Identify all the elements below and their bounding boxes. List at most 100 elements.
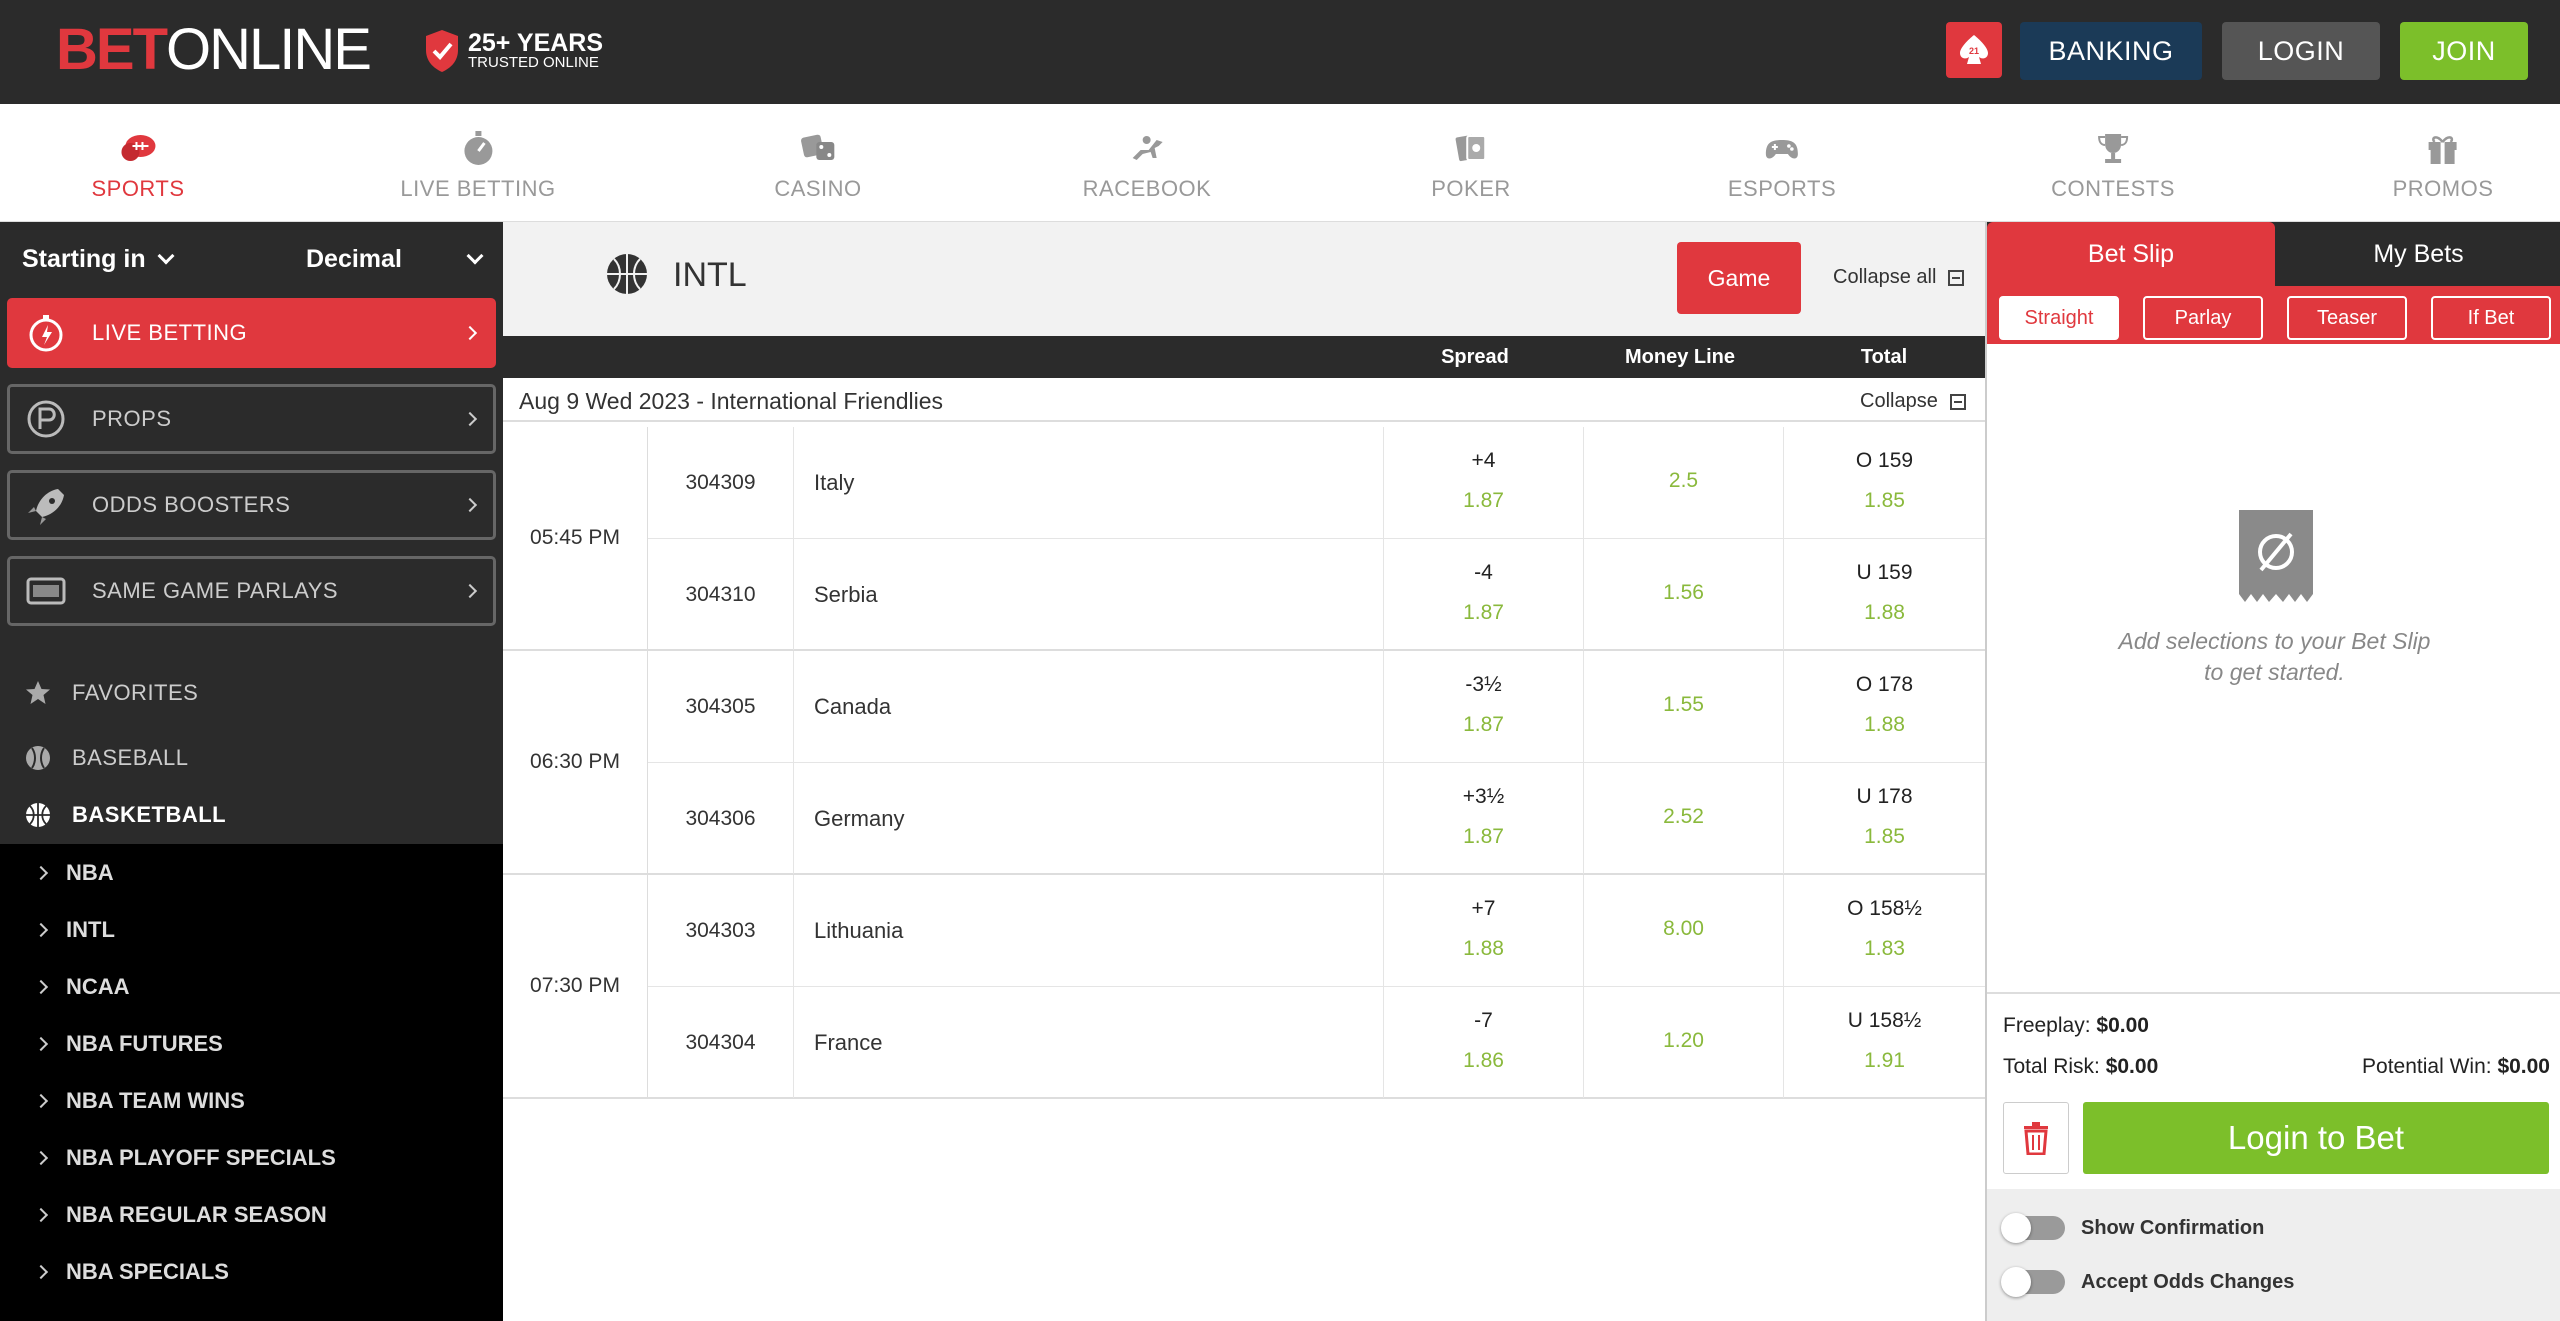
moneyline-odds-button[interactable]: 1.56: [1583, 539, 1783, 650]
bet-slip-options: Show Confirmation Accept Odds Changes: [1987, 1189, 2560, 1321]
team-row: 304306 Germany +3½ 1.87 2.52 U 178 1.85: [648, 762, 1985, 874]
stopwatch-icon: [464, 131, 492, 165]
moneyline-odds-button[interactable]: 8.00: [1583, 875, 1783, 986]
freeplay-label: Freeplay:: [2003, 1014, 2091, 1037]
nav-contests[interactable]: CONTESTS: [2051, 104, 2175, 222]
tab-my-bets[interactable]: My Bets: [2373, 239, 2464, 268]
team-name: France: [814, 1030, 883, 1055]
moneyline-odds-button[interactable]: 2.52: [1583, 763, 1783, 874]
nav-poker[interactable]: POKER: [1431, 104, 1511, 222]
spread-odds-button[interactable]: -4 1.87: [1383, 539, 1583, 650]
bet-type-teaser[interactable]: Teaser: [2287, 296, 2407, 340]
submenu-item-nba-futures[interactable]: NBA FUTURES: [0, 1015, 503, 1072]
total-price: 1.85: [1864, 825, 1905, 848]
nav-label: CONTESTS: [2051, 176, 2175, 201]
team-row: 304309 Italy +4 1.87 2.5 O 159 1.85: [648, 427, 1985, 538]
game-filter-button[interactable]: Game: [1677, 242, 1801, 314]
header-total: Total: [1860, 346, 1908, 368]
accept-odds-toggle[interactable]: [2001, 1267, 2065, 1297]
submenu-item-ncaa[interactable]: NCAA: [0, 958, 503, 1015]
submenu-item-nba-playoff-specials[interactable]: NBA PLAYOFF SPECIALS: [0, 1129, 503, 1186]
spread-odds-button[interactable]: +7 1.88: [1383, 875, 1583, 986]
bet-slip-tabs: Bet Slip My Bets: [1987, 222, 2560, 286]
nav-label: SPORTS: [91, 176, 185, 201]
nav-esports[interactable]: ESPORTS: [1728, 104, 1836, 222]
moneyline-odds-button[interactable]: 1.55: [1583, 651, 1783, 762]
total-risk-info: Total Risk: $0.00: [2003, 1055, 2158, 1079]
header-spread: Spread: [1441, 346, 1509, 368]
nav-live-betting[interactable]: LIVE BETTING: [400, 104, 555, 222]
sidebar-basketball[interactable]: BASKETBALL: [0, 787, 503, 843]
betonline-logo[interactable]: BETONLINE: [56, 20, 372, 80]
sidebar-baseball[interactable]: BASEBALL: [0, 730, 503, 786]
bet-type-selector: Straight Parlay Teaser If Bet: [1987, 286, 2560, 344]
sidebar-props[interactable]: PROPS: [7, 384, 496, 454]
total-odds-button[interactable]: O 158½ 1.83: [1783, 875, 1985, 986]
spread-odds-button[interactable]: +3½ 1.87: [1383, 763, 1583, 874]
moneyline-odds-button[interactable]: 1.20: [1583, 987, 1783, 1098]
submenu-item-nba-team-wins[interactable]: NBA TEAM WINS: [0, 1072, 503, 1129]
freeplay-value: $0.00: [2096, 1014, 2149, 1037]
spread-line: +7: [1471, 897, 1496, 920]
spread-odds-button[interactable]: -7 1.86: [1383, 987, 1583, 1098]
total-odds-button[interactable]: U 159 1.88: [1783, 539, 1985, 650]
show-confirmation-toggle[interactable]: [2001, 1213, 2065, 1243]
props-icon: [27, 400, 65, 438]
bet-type-parlay[interactable]: Parlay: [2143, 296, 2263, 340]
game-block: 06:30 PM 304305 Canada -3½ 1.87 1.55 O 1…: [503, 651, 1985, 875]
nav-casino[interactable]: CASINO: [774, 104, 861, 222]
team-name: Canada: [814, 694, 892, 719]
sidebar-odds-boosters[interactable]: ODDS BOOSTERS: [7, 470, 496, 540]
spread-price: 1.87: [1463, 825, 1504, 848]
spread-odds-button[interactable]: -3½ 1.87: [1383, 651, 1583, 762]
tab-bet-slip[interactable]: Bet Slip: [1987, 222, 2275, 286]
potential-win-info: Potential Win: $0.00: [2362, 1055, 2550, 1079]
sidebar-same-game-parlays[interactable]: SAME GAME PARLAYS: [7, 556, 496, 626]
freeplay-info: Freeplay: $0.00: [2003, 1014, 2149, 1038]
collapse-all-button[interactable]: Collapse all: [1833, 266, 1965, 289]
spread-line: -7: [1474, 1009, 1493, 1032]
nav-label: LIVE BETTING: [400, 176, 556, 201]
total-odds-button[interactable]: O 178 1.88: [1783, 651, 1985, 762]
chevron-right-icon: [462, 325, 478, 341]
collapse-button[interactable]: Collapse: [1860, 390, 1966, 413]
accept-odds-label: Accept Odds Changes: [2081, 1270, 2295, 1293]
nav-racebook[interactable]: RACEBOOK: [1083, 104, 1212, 222]
moneyline-price: 1.20: [1663, 1029, 1704, 1052]
props-label: PROPS: [92, 406, 172, 431]
submenu-item-nba-regular-season[interactable]: NBA REGULAR SEASON: [0, 1186, 503, 1243]
league-header: INTL Game Collapse all: [503, 222, 1985, 336]
starting-in-dropdown[interactable]: Starting in: [22, 245, 175, 274]
login-button[interactable]: LOGIN: [2222, 22, 2380, 80]
total-odds-button[interactable]: O 159 1.85: [1783, 427, 1985, 538]
spade-21-icon: 21: [1960, 35, 1988, 64]
submenu-item-intl[interactable]: INTL: [0, 901, 503, 958]
total-price: 1.91: [1864, 1049, 1905, 1072]
nav-sports[interactable]: SPORTS: [91, 104, 184, 222]
sidebar-live-betting[interactable]: LIVE BETTING: [7, 298, 496, 368]
login-to-bet-button[interactable]: Login to Bet: [2083, 1102, 2549, 1174]
submenu-item-nba[interactable]: NBA: [0, 844, 503, 901]
sports-icon: [121, 135, 155, 161]
banking-button[interactable]: BANKING: [2020, 22, 2202, 80]
sgp-icon: [26, 577, 66, 605]
clear-bets-button[interactable]: [2003, 1102, 2069, 1174]
total-odds-button[interactable]: U 178 1.85: [1783, 763, 1985, 874]
submenu-item-nba-specials[interactable]: NBA SPECIALS: [0, 1243, 503, 1300]
spread-odds-button[interactable]: +4 1.87: [1383, 427, 1583, 538]
sidebar-favorites[interactable]: FAVORITES: [0, 665, 503, 721]
spread-line: +4: [1471, 449, 1496, 472]
bet-slip-summary: Freeplay: $0.00 Total Risk: $0.00 Potent…: [1987, 992, 2560, 1321]
gamepad-icon: [1766, 140, 1798, 159]
team-row: 304303 Lithuania +7 1.88 8.00 O 158½ 1.8…: [648, 875, 1985, 986]
game-time: 06:30 PM: [503, 651, 648, 873]
total-odds-button[interactable]: U 158½ 1.91: [1783, 987, 1985, 1098]
potential-win-value: $0.00: [2497, 1055, 2550, 1078]
responsible-gaming-button[interactable]: 21: [1946, 22, 2002, 78]
bet-type-straight[interactable]: Straight: [1999, 296, 2119, 340]
bet-type-if-bet[interactable]: If Bet: [2431, 296, 2551, 340]
moneyline-odds-button[interactable]: 2.5: [1583, 427, 1783, 538]
join-button[interactable]: JOIN: [2400, 22, 2528, 80]
nav-promos[interactable]: PROMOS: [2393, 104, 2494, 222]
odds-format-dropdown[interactable]: Decimal: [306, 245, 484, 274]
